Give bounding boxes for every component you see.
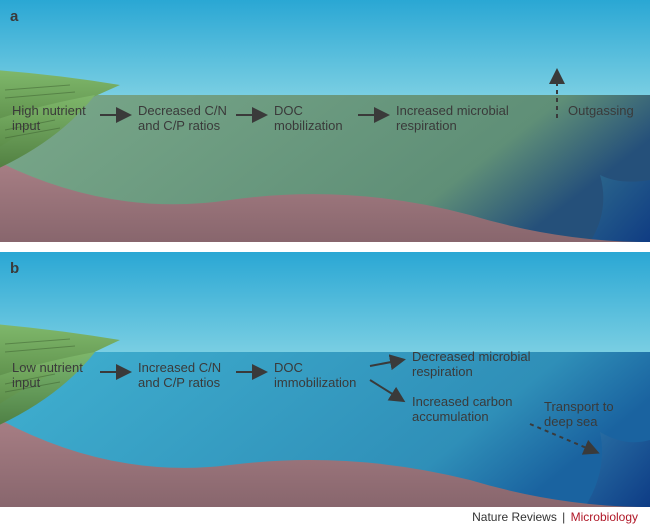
label-b-s3: DOC immobilization (274, 361, 356, 391)
label-a-s1: High nutrient input (12, 104, 86, 134)
credit-journal: Nature Reviews (472, 510, 557, 524)
panel-a: a High nutrient input Decreased C/N and … (0, 0, 650, 242)
panel-b: b Low nutrient input Increased C/N and C… (0, 252, 650, 507)
panel-b-label: b (10, 260, 19, 277)
credit-sep: | (560, 510, 567, 524)
label-b-s5: Transport to deep sea (544, 400, 614, 430)
credit-line: Nature Reviews | Microbiology (472, 510, 638, 524)
label-a-s4: Increased microbial respiration (396, 104, 509, 134)
label-a-s3: DOC mobilization (274, 104, 343, 134)
label-b-s2: Increased C/N and C/P ratios (138, 361, 221, 391)
label-a-s2: Decreased C/N and C/P ratios (138, 104, 227, 134)
panel-a-label: a (10, 8, 18, 25)
label-a-s5: Outgassing (568, 104, 634, 119)
label-b-s1: Low nutrient input (12, 361, 83, 391)
label-b-s4b: Increased carbon accumulation (412, 395, 512, 425)
label-b-s4a: Decreased microbial respiration (412, 350, 531, 380)
credit-subject: Microbiology (571, 510, 638, 524)
